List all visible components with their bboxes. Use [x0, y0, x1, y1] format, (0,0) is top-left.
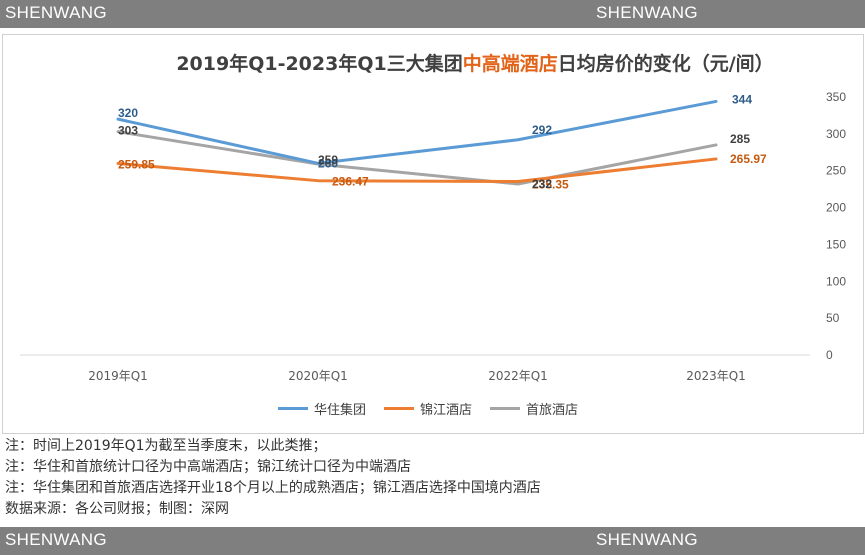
- y-tick-label: 100: [826, 274, 846, 288]
- legend-item-jinjiang: 锦江酒店: [384, 399, 472, 418]
- title-suffix: 日均房价的变化（元/间）: [557, 53, 774, 75]
- chart-frame: [2, 34, 864, 434]
- x-tick-label: 2019年Q1: [88, 369, 148, 383]
- watermark-right: SHENWANG: [596, 3, 698, 22]
- note-line-2: 注：华住和首旅统计口径为中高端酒店；锦江统计口径为中端酒店: [5, 459, 411, 475]
- x-tick-label: 2020年Q1: [288, 369, 348, 383]
- data-label: 344: [732, 92, 752, 106]
- data-label: 259.85: [118, 157, 155, 171]
- data-label: 320: [118, 106, 138, 120]
- y-tick-label: 150: [826, 237, 846, 251]
- data-label: 259: [318, 153, 338, 167]
- data-label: 235.35: [532, 178, 569, 192]
- top-watermark-bar: SHENWANG SHENWANG: [0, 0, 865, 28]
- y-tick-label: 200: [826, 201, 846, 215]
- legend-label-shoulv: 首旅酒店: [526, 403, 579, 418]
- note-line-1: 注：时间上2019年Q1为截至当季度末，以此类推；: [5, 438, 327, 454]
- series-line-2: [116, 130, 718, 186]
- data-label: 292: [532, 123, 552, 137]
- data-label: 260: [318, 156, 338, 170]
- x-tick-label: 2022年Q1: [488, 369, 548, 383]
- y-tick-label: 350: [826, 90, 846, 104]
- watermark-bottom-right: SHENWANG: [596, 530, 698, 549]
- title-highlight: 中高端酒店: [462, 53, 558, 75]
- legend-item-shoulv: 首旅酒店: [490, 399, 578, 418]
- watermark-bottom-left: SHENWANG: [5, 530, 107, 549]
- y-tick-label: 0: [826, 348, 833, 362]
- chart-legend: 华住集团 锦江酒店 首旅酒店: [0, 399, 865, 421]
- series-line-0: [116, 99, 718, 165]
- legend-label-huazhu: 华住集团: [314, 403, 367, 418]
- legend-item-huazhu: 华住集团: [278, 399, 366, 418]
- footnotes: 注：时间上2019年Q1为截至当季度末，以此类推； 注：华住和首旅统计口径为中高…: [5, 436, 541, 520]
- y-tick-label: 50: [826, 311, 840, 325]
- chart-title: 2019年Q1-2023年Q1三大集团中高端酒店日均房价的变化（元/间）: [0, 49, 865, 76]
- x-tick-label: 2023年Q1: [686, 369, 746, 383]
- data-label: 265.97: [730, 152, 767, 166]
- bottom-watermark-bar: SHENWANG SHENWANG: [0, 527, 865, 555]
- data-label: 285: [730, 132, 750, 146]
- watermark-left: SHENWANG: [5, 3, 107, 22]
- legend-swatch-huazhu: [278, 407, 308, 410]
- title-prefix: 2019年Q1-2023年Q1三大集团: [176, 53, 463, 75]
- y-tick-label: 250: [826, 164, 846, 178]
- legend-label-jinjiang: 锦江酒店: [420, 403, 473, 418]
- data-label: 236.47: [332, 175, 369, 189]
- data-label: 232: [532, 177, 552, 191]
- note-line-3: 注：华住集团和首旅酒店选择开业18个月以上的成熟酒店；锦江酒店选择中国境内酒店: [5, 480, 541, 496]
- source-line: 数据来源：各公司财报；制图：深网: [5, 501, 229, 517]
- legend-swatch-shoulv: [490, 407, 520, 410]
- legend-swatch-jinjiang: [384, 407, 414, 410]
- series-line-1: [116, 157, 718, 184]
- data-label: 303: [118, 124, 138, 138]
- y-tick-label: 300: [826, 127, 846, 141]
